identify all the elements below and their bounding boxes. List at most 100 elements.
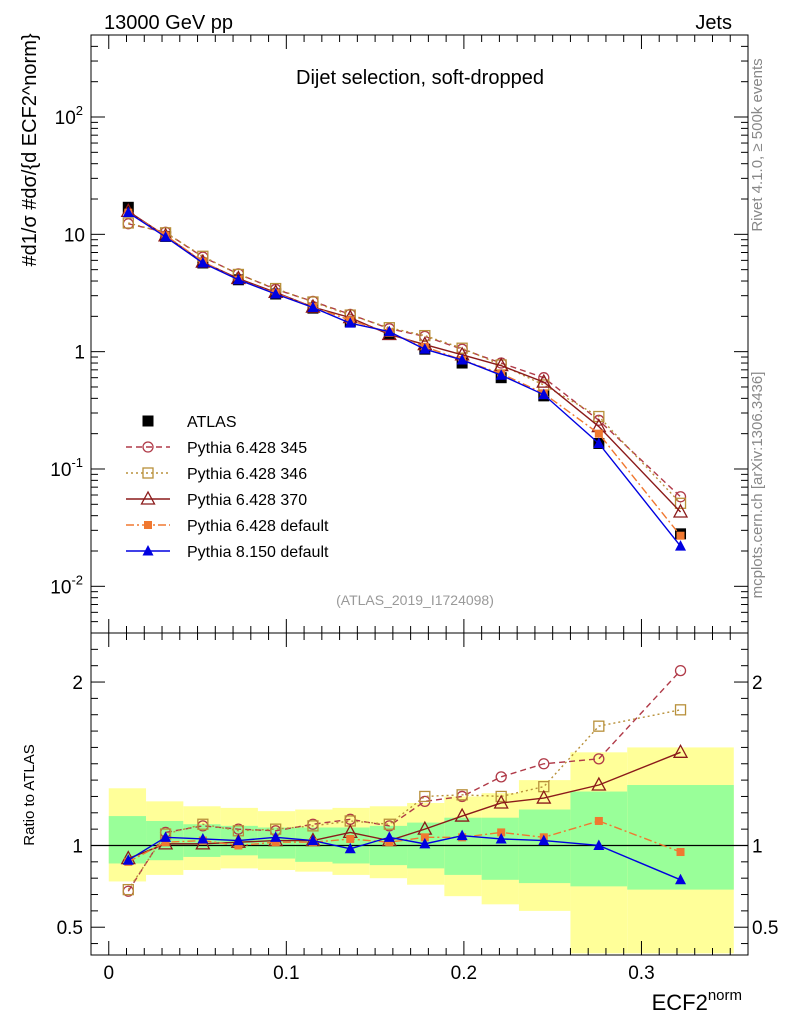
ratio-point-pythia-6-428-370 — [591, 776, 607, 791]
ratio-point-pythia-8-150-default — [344, 842, 356, 854]
analysis-id: (ATLAS_2019_I1724098) — [336, 592, 494, 608]
ratio-point-pythia-8-150-default — [270, 831, 282, 842]
ratio-line-pythia-6-428-370 — [128, 751, 681, 860]
ratio-line-pythia-8-150-default — [127, 834, 681, 881]
ratio-point-pythia-6-428-370 — [493, 794, 509, 809]
plot-title: Dijet selection, soft-dropped — [296, 67, 544, 89]
ratio-point-pythia-8-150-default — [122, 854, 134, 865]
legend-marker-pythia-6-428-345 — [142, 441, 154, 453]
inner-uncertainty-band — [108, 816, 147, 864]
x-axis-label-text: ECF2norm — [652, 987, 742, 1015]
main-y-axis-label-text: #d1/σ #dσ/{d ECF2^norm} — [19, 33, 41, 266]
header-left-label: 13000 GeV pp — [104, 12, 233, 34]
main-point-pythia-6-428-default — [594, 429, 603, 438]
ratio-point-pythia-6-428-345 — [593, 753, 605, 765]
main-point-pythia-8-150-default — [593, 437, 605, 448]
ratio-uncertainty-bands — [91, 747, 748, 954]
ratio-panel-frame — [90, 632, 749, 956]
main-point-pythia-6-428-346 — [674, 497, 687, 509]
ratio-line-pythia-6-428-346 — [127, 709, 681, 891]
main-point-pythia-6-428-346 — [122, 217, 134, 229]
ratio-point-pythia-6-428-default — [161, 838, 170, 847]
main-panel-series — [120, 201, 689, 551]
header-right-label: Jets — [695, 12, 732, 34]
x-tick-label: 0 — [103, 963, 114, 984]
ratio-line-pythia-6-428-default — [127, 820, 681, 863]
ratio-point-pythia-6-428-346 — [456, 789, 468, 801]
ratio-point-pythia-8-150-default — [232, 834, 244, 846]
legend-marker-pythia-6-428-370 — [140, 490, 156, 505]
main-point-pythia-6-428-370 — [536, 373, 552, 388]
ratio-point-pythia-8-150-default — [307, 834, 319, 846]
ratio-point-pythia-6-428-346 — [122, 883, 134, 896]
main-point-pythia-8-150-default — [270, 288, 282, 299]
ratio-point-pythia-6-428-345 — [495, 771, 507, 783]
legend-label-pythia-6-428-default: Pythia 6.428 default — [187, 518, 329, 535]
mcplots-label: mcplots.cern.ch [arXiv:1306.3436] — [749, 372, 766, 599]
ratio-y-tick-label: 2 — [72, 673, 83, 694]
ratio-point-pythia-8-150-default — [419, 837, 431, 849]
ratio-point-pythia-6-428-default — [594, 816, 603, 825]
ratio-point-pythia-6-428-346 — [419, 790, 431, 803]
inner-uncertainty-band — [481, 817, 519, 880]
ratio-point-pythia-6-428-346 — [593, 720, 605, 732]
ratio-point-pythia-6-428-346 — [197, 818, 209, 830]
main-point-pythia-8-150-default — [419, 343, 431, 354]
ratio-point-pythia-6-428-345 — [538, 758, 550, 770]
main-y-tick-label: 10 — [64, 225, 85, 246]
main-point-pythia-8-150-default — [495, 369, 507, 380]
ratio-point-pythia-6-428-370 — [536, 789, 552, 804]
ratio-y-tick-label-right: 2 — [752, 673, 763, 694]
legend-label-atlas: ATLAS — [187, 414, 237, 431]
x-tick-label: 0.2 — [451, 963, 477, 984]
legend-marker-pythia-6-428-346 — [142, 467, 154, 479]
rivet-label: Rivet 4.1.0, ≥ 500k events — [749, 58, 766, 231]
main-point-pythia-8-150-default — [344, 317, 356, 328]
main-line-pythia-6-428-346 — [128, 222, 682, 504]
main-point-pythia-8-150-default — [232, 273, 244, 285]
inner-uncertainty-band — [518, 809, 571, 884]
legend-label-pythia-8-150-default: Pythia 8.150 default — [187, 544, 329, 561]
ratio-point-pythia-8-150-default — [495, 832, 507, 844]
main-point-pythia-8-150-default — [307, 301, 319, 312]
ratio-y-tick-label-right: 1 — [752, 836, 763, 857]
main-point-pythia-8-150-default — [456, 353, 468, 365]
main-point-pythia-6-428-346 — [456, 342, 468, 354]
main-point-pythia-8-150-default — [197, 256, 209, 268]
ratio-point-pythia-6-428-default — [385, 838, 394, 847]
main-y-axis-label: #d1/σ #dσ/{d ECF2^norm} — [19, 33, 41, 266]
legend-marker-atlas — [142, 415, 154, 427]
ratio-point-pythia-8-150-default — [456, 829, 468, 841]
x-tick-label: 0.3 — [628, 963, 654, 984]
main-point-pythia-6-428-370 — [672, 503, 689, 518]
legend-label-pythia-6-428-370: Pythia 6.428 370 — [187, 492, 307, 509]
main-point-pythia-6-428-346 — [419, 329, 431, 342]
main-y-tick-label: 1 — [74, 343, 85, 364]
ratio-point-pythia-8-150-default — [383, 831, 395, 842]
ratio-y-tick-label: 0.5 — [57, 918, 83, 939]
ratio-point-pythia-8-150-default — [675, 873, 687, 885]
ratio-point-pythia-6-428-default — [271, 838, 280, 847]
main-line-pythia-6-428-345 — [128, 223, 682, 498]
main-y-tick-label: 10-2 — [50, 572, 83, 598]
ratio-point-pythia-6-428-default — [497, 828, 506, 837]
ratio-point-pythia-6-428-default — [676, 848, 685, 857]
ratio-point-pythia-6-428-370 — [454, 807, 470, 822]
main-point-pythia-8-150-default — [122, 206, 134, 218]
main-line-pythia-6-428-default — [127, 212, 682, 537]
x-axis-label: ECF2norm — [652, 987, 742, 1015]
main-point-pythia-6-428-default — [676, 531, 685, 540]
main-point-pythia-8-150-default — [383, 325, 395, 337]
main-point-pythia-8-150-default — [160, 230, 172, 242]
ratio-point-pythia-8-150-default — [197, 832, 209, 844]
ratio-point-pythia-6-428-345 — [674, 664, 687, 677]
ratio-point-pythia-6-428-346 — [383, 818, 395, 830]
main-point-pythia-8-150-default — [675, 540, 687, 551]
ratio-point-pythia-8-150-default — [160, 831, 172, 842]
main-point-pythia-6-428-346 — [593, 410, 605, 423]
ratio-point-pythia-6-428-default — [420, 833, 429, 842]
main-y-tick-label: 10-1 — [50, 455, 83, 481]
inner-uncertainty-band — [627, 785, 734, 890]
x-tick-label: 0.1 — [273, 963, 299, 984]
